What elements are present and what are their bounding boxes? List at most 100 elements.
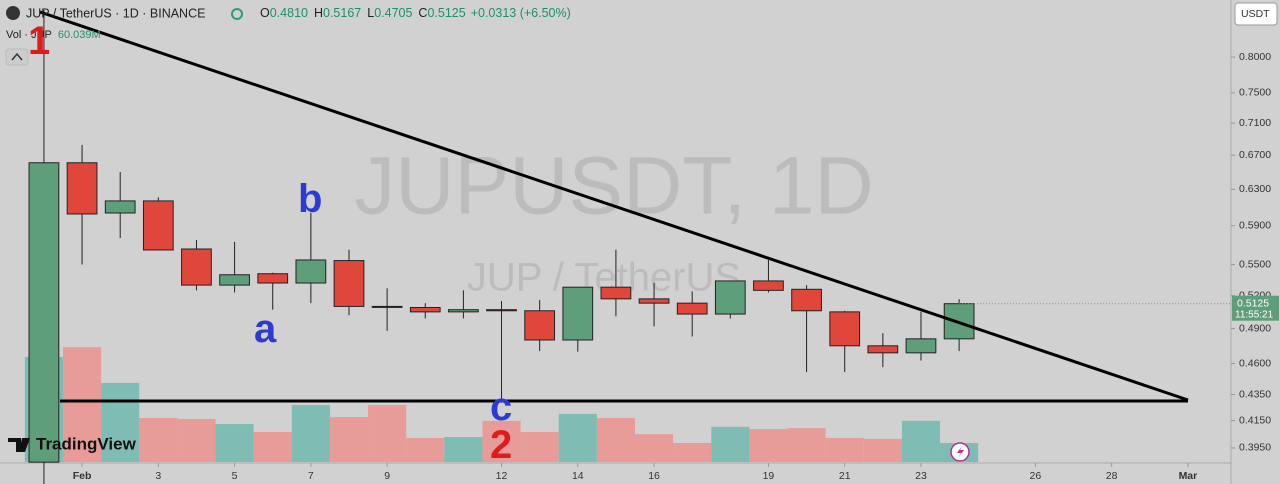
y-tick-label: 0.5500: [1239, 258, 1271, 270]
candle-body: [104, 200, 136, 214]
watermark: JUPUSDT, 1D: [354, 141, 873, 232]
y-tick-label: 0.7100: [1239, 117, 1271, 129]
price-tag-value: 0.5125: [1237, 297, 1269, 309]
y-tick-label: 0.4350: [1239, 388, 1271, 400]
candle-body: [181, 248, 212, 286]
candle-body: [409, 306, 441, 313]
candle-layer: [28, 9, 975, 484]
x-tick-label: 26: [1030, 470, 1042, 482]
currency-button[interactable]: [1234, 2, 1278, 26]
ohlc-value: 0.5125: [427, 6, 465, 20]
x-tick-label: 21: [839, 470, 851, 482]
volume-bar: [520, 431, 559, 462]
candle-body: [66, 162, 98, 215]
ohlc-key: L: [367, 6, 374, 20]
volume-bar: [749, 429, 788, 462]
candle-body: [219, 274, 250, 286]
volume-bar: [901, 420, 941, 462]
trendline: [39, 10, 1189, 402]
y-tick-label: 0.3950: [1239, 442, 1271, 454]
candle-body: [562, 286, 594, 341]
x-tick-label: Feb: [73, 470, 92, 482]
alert-bolt: [957, 446, 964, 458]
price-tag: [1232, 295, 1279, 321]
price-tag-countdown: 11:55:21: [1235, 309, 1274, 320]
currency: USDT: [1241, 8, 1270, 20]
volume-bar: [596, 418, 635, 462]
volume-bar: [863, 438, 902, 462]
volume-bar: [482, 420, 521, 462]
brand-logo: [8, 438, 30, 452]
volume-bar: [368, 405, 407, 462]
candle-body: [486, 309, 517, 312]
x-tick-label: 23: [915, 470, 927, 482]
y-tick-label: 0.6300: [1239, 183, 1271, 195]
volume-bar: [101, 382, 140, 462]
ohlc-value: 0.5167: [323, 6, 361, 20]
change: +0.0313 (+6.50%): [471, 6, 571, 20]
volume-bar: [215, 424, 254, 462]
candle-body: [295, 259, 327, 284]
symbol-icon: [6, 6, 20, 20]
volume-bar: [177, 418, 216, 462]
y-tick-label: 0.5900: [1239, 219, 1271, 231]
x-tick-label: Mar: [1179, 470, 1198, 482]
candle-body: [829, 311, 861, 347]
x-tick-label: 28: [1106, 470, 1118, 482]
candle-body: [676, 302, 708, 315]
volume-bar: [139, 418, 178, 462]
y-tick-label: 0.6700: [1239, 149, 1271, 161]
candle-body: [371, 305, 403, 308]
volume-bar: [406, 437, 445, 462]
y-tick-label: 0.7500: [1239, 87, 1271, 99]
annotation: a: [254, 307, 277, 351]
collapse-icon: [11, 52, 23, 61]
candle-body: [905, 338, 937, 354]
ohlc-key: O: [260, 6, 270, 20]
volume-bar: [62, 347, 102, 462]
volume-bar: [291, 405, 330, 462]
ohlc-value: 0.4705: [374, 6, 412, 20]
collapse-button[interactable]: [5, 48, 29, 66]
x-tick-label: 16: [648, 470, 660, 482]
x-tick-label: 5: [232, 470, 238, 482]
volume-bar: [673, 443, 712, 462]
annotation: b: [298, 177, 322, 221]
volume-readout: Vol · JUP 60.039M: [6, 29, 101, 41]
ohlc-value: 0.4810: [270, 6, 308, 20]
volume-value: 60.039M: [58, 29, 101, 41]
volume-bar: [787, 428, 826, 462]
volume-bar: [711, 426, 750, 462]
y-tick-label: 0.8000: [1239, 51, 1271, 63]
x-tick-label: 14: [572, 470, 584, 482]
x-tick-label: 3: [155, 470, 161, 482]
volume-bar: [329, 417, 369, 462]
x-tick-label: 9: [384, 470, 390, 482]
y-tick-label: 0.4600: [1239, 357, 1271, 369]
volume-bar: [444, 437, 483, 462]
ohlc-key: C: [418, 6, 427, 20]
volume-bar: [825, 437, 864, 462]
annotation: 2: [490, 423, 512, 467]
candle-body: [753, 280, 784, 291]
y-tick-label: 0.4150: [1239, 414, 1271, 426]
candle-body: [257, 273, 289, 284]
candle-body: [791, 288, 822, 312]
candle-body: [867, 345, 899, 354]
x-tick-label: 12: [496, 470, 508, 482]
candle-body: [333, 260, 365, 307]
volume-name: Vol · JUP: [6, 29, 52, 41]
candle-body: [28, 162, 60, 463]
annotation: c: [490, 385, 512, 429]
candle-body: [448, 309, 479, 313]
x-tick-label: 19: [763, 470, 775, 482]
candle-body: [524, 310, 556, 341]
volume-bar: [253, 431, 292, 462]
candle-body: [600, 286, 632, 300]
chart-title: JUP / TetherUS · 1D · BINANCE: [26, 6, 205, 20]
visibility-icon[interactable]: [231, 8, 243, 20]
x-tick-label: 7: [308, 470, 314, 482]
candle-body: [142, 200, 174, 251]
